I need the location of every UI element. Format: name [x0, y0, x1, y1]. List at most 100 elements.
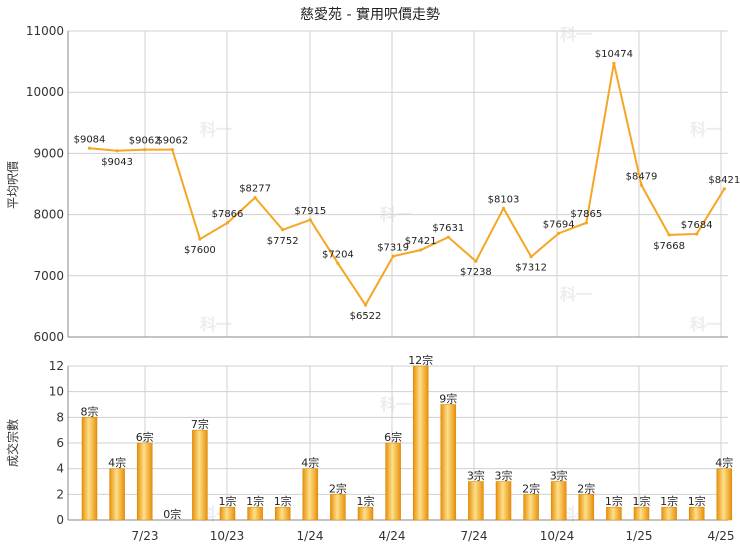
watermark-text: 科一 [200, 315, 232, 334]
volume-data-label: 1宗 [219, 494, 237, 508]
volume-data-label: 2宗 [522, 481, 540, 495]
volume-y-tick-label: 8 [56, 410, 64, 424]
volume-bar [440, 404, 457, 521]
price-point [308, 218, 312, 222]
price-point [722, 187, 726, 191]
volume-bar [468, 481, 484, 521]
volume-bar [661, 506, 677, 521]
chart-axes: 6000 7000 8000 9000 10000 11000 0 2 4 6 8 10 12 7/23 1… [26, 24, 735, 543]
volume-data-label: 0宗 [163, 507, 181, 521]
watermark-text: 科一 [690, 315, 722, 334]
price-data-label: $10474 [595, 49, 633, 60]
price-data-label: $8421 [708, 175, 740, 186]
volume-bar [274, 506, 291, 521]
volume-data-label: 12宗 [408, 353, 433, 367]
volume-bar [385, 442, 401, 521]
volume-bar [523, 494, 539, 521]
price-data-label: $8479 [626, 171, 658, 182]
watermark-text: 科一 [560, 285, 592, 304]
price-data-label: $7684 [681, 220, 713, 231]
price-point [170, 148, 174, 152]
price-chart-marks: $9084 $9043 $9062$9062 $7600 $7866 $8277 $7752… [74, 49, 740, 322]
price-point [446, 235, 450, 239]
watermark-text: 科一 [560, 25, 592, 44]
volume-data-label: 7宗 [191, 417, 209, 431]
volume-y-tick-label: 4 [56, 462, 64, 476]
volume-bar [219, 506, 236, 521]
price-point [391, 254, 395, 258]
price-series-line [89, 62, 726, 307]
price-point [419, 248, 423, 252]
volume-data-label: 1宗 [274, 494, 292, 508]
volume-data-label: 4宗 [715, 456, 733, 470]
price-point [474, 259, 478, 263]
price-data-label: $7915 [294, 206, 326, 217]
price-y-tick-label: 7000 [33, 269, 64, 283]
volume-y-tick-label: 12 [49, 359, 64, 373]
price-data-label: $8103 [488, 194, 520, 205]
volume-y-tick-label: 2 [56, 487, 64, 501]
volume-data-label: 4宗 [301, 456, 319, 470]
x-tick-label: 10/23 [210, 529, 245, 543]
price-y-tick-label: 9000 [33, 146, 64, 160]
x-tick-label: 1/25 [626, 529, 653, 543]
price-data-label: $7694 [543, 219, 575, 230]
volume-data-label: 6宗 [384, 430, 402, 444]
price-point [115, 149, 119, 153]
volume-y-tick-label: 6 [56, 436, 64, 450]
price-point [253, 196, 257, 200]
x-tick-label: 1/24 [297, 529, 324, 543]
volume-bar [81, 417, 98, 521]
volume-data-label: 9宗 [439, 392, 457, 406]
x-tick-label: 7/24 [461, 529, 488, 543]
chart-title: 慈愛苑 - 實用呎價走勢 [300, 7, 440, 23]
volume-chart-ylabel: 成交宗數 [5, 419, 20, 467]
price-y-tick-label: 11000 [26, 24, 64, 38]
volume-data-label: 3宗 [467, 469, 485, 483]
price-data-label: $9062 [156, 136, 188, 147]
price-point [639, 183, 644, 187]
price-point [557, 231, 561, 235]
volume-bar [357, 506, 374, 521]
volume-y-tick-label: 0 [56, 513, 64, 527]
price-data-label: $7866 [212, 209, 244, 220]
volume-bar [192, 429, 208, 521]
volume-bar [109, 468, 125, 521]
price-data-label: $7312 [515, 263, 547, 274]
volume-bar [495, 481, 512, 521]
x-tick-label: 10/24 [540, 529, 575, 543]
watermark-text: 科一 [690, 120, 722, 139]
price-data-label: $9062 [129, 136, 161, 147]
volume-data-label: 1宗 [633, 494, 651, 508]
price-point [198, 237, 202, 241]
price-data-label: $7238 [460, 267, 492, 278]
price-point [363, 303, 368, 307]
price-data-label: $7204 [322, 249, 354, 260]
volume-data-label: 1宗 [605, 494, 623, 508]
volume-bar [302, 468, 319, 521]
x-tick-label: 4/25 [708, 529, 735, 543]
volume-bar [136, 442, 153, 521]
volume-data-label: 4宗 [108, 456, 126, 470]
price-data-label: $7421 [405, 236, 437, 247]
volume-bar [716, 468, 733, 521]
watermark-text: 科一 [200, 120, 232, 139]
volume-data-label: 3宗 [550, 469, 568, 483]
price-data-label: $6522 [350, 311, 382, 322]
price-y-tick-label: 6000 [33, 330, 64, 344]
price-data-label: $7668 [653, 241, 685, 252]
volume-data-label: 6宗 [136, 430, 154, 444]
watermark-text: 科一 [380, 395, 412, 414]
price-point [501, 206, 506, 210]
price-data-label: $9084 [74, 134, 106, 145]
volume-bar [633, 506, 650, 521]
price-data-label: $9043 [101, 157, 133, 168]
volume-bar [578, 494, 595, 521]
price-point [529, 255, 533, 259]
volume-data-label: 3宗 [495, 469, 513, 483]
price-point [225, 221, 230, 225]
price-data-label: $8277 [239, 184, 271, 195]
price-data-label: $7600 [184, 245, 216, 256]
